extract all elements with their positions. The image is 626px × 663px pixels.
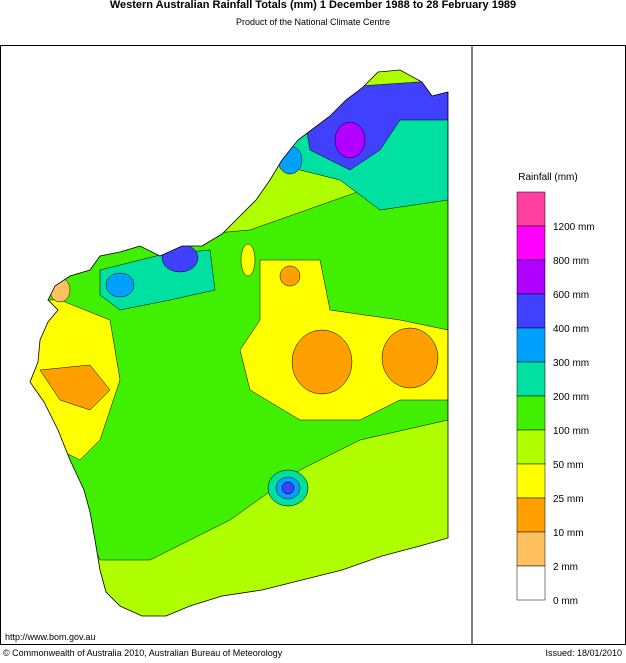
legend-label: 2 mm [553,562,578,573]
legend-label: 600 mm [553,290,589,301]
legend-label: 0 mm [553,596,578,607]
issued: Issued: 18/01/2010 [545,648,622,658]
copyright: © Commonwealth of Australia 2010, Austra… [3,648,283,658]
legend-labels: 1200 mm 800 mm 600 mm 400 mm 300 mm 200 mm 100… [553,222,595,607]
url: http://www.bom.gov.au [5,632,95,642]
legend-label: 400 mm [553,324,589,335]
legend-label: 800 mm [553,256,589,267]
subtitle: Product of the National Climate Centre [236,17,390,27]
legend-label: 1200 mm [553,222,595,233]
legend-label: 10 mm [553,528,584,539]
legend-title: Rainfall (mm) [518,172,577,183]
title: Western Australian Rainfall Totals (mm) … [110,0,516,11]
legend-label: 200 mm [553,392,589,403]
legend-label: 50 mm [553,460,584,471]
map [30,70,448,616]
legend-label: 100 mm [553,426,589,437]
legend-label: 300 mm [553,358,589,369]
legend-bar [516,191,546,601]
legend-label: 25 mm [553,494,584,505]
coastline [29,69,449,617]
